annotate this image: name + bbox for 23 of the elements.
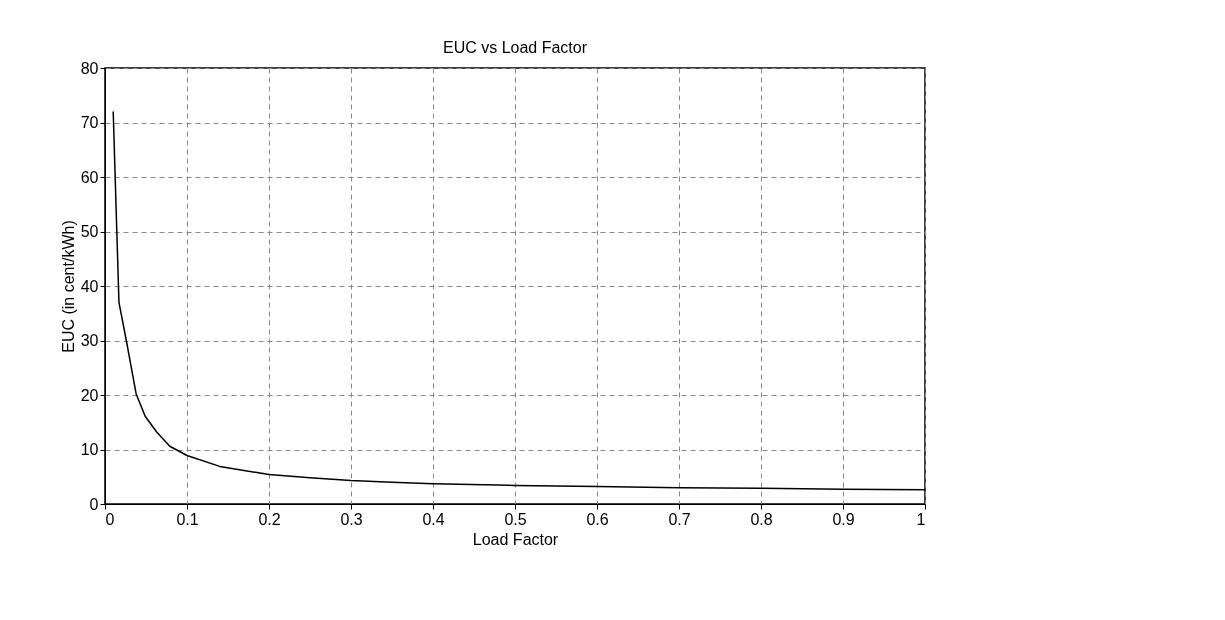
- y-tick-label: 30: [80, 332, 99, 349]
- y-tick-label: 50: [80, 223, 99, 240]
- y-tick-label: 0: [89, 495, 99, 513]
- y-tick-label: 60: [80, 168, 99, 186]
- y-tick-label: 70: [80, 114, 99, 131]
- x-tick-label: 0.1: [176, 510, 199, 528]
- y-tick-label: 80: [80, 59, 99, 77]
- x-tick-label: 0.4: [422, 510, 445, 528]
- x-tick-label: 0.3: [340, 510, 363, 528]
- x-tick-label: 0: [105, 510, 115, 528]
- x-tick-label: 0.6: [586, 510, 609, 528]
- x-tick-label: 0.9: [832, 510, 855, 528]
- y-tick-label: 20: [80, 386, 99, 404]
- x-tick-label: 0.7: [668, 510, 691, 528]
- y-tick-label: 10: [80, 441, 99, 458]
- x-tick-label: 1: [916, 510, 926, 528]
- x-tick-label: 0.2: [258, 510, 281, 528]
- x-axis-title: Load Factor: [472, 530, 559, 548]
- x-tick-label: 0.8: [750, 510, 773, 528]
- y-tick-label: 40: [80, 277, 99, 295]
- y-axis-title: EUC (in cent/kWh): [59, 220, 77, 353]
- x-tick-label: 0.5: [504, 510, 527, 528]
- chart-title: EUC vs Load Factor: [442, 39, 588, 56]
